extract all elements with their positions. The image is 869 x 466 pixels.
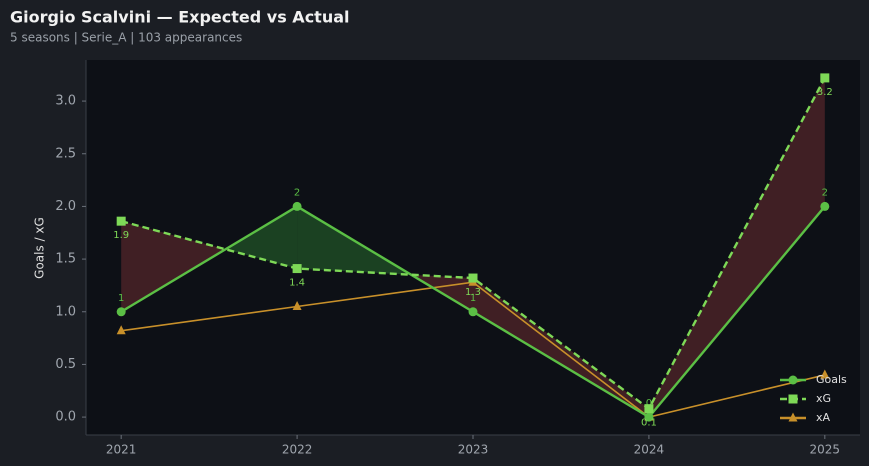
point	[116, 216, 126, 226]
y-tick-label: 2.0	[55, 199, 76, 214]
point	[116, 325, 126, 335]
legend-marker	[788, 375, 798, 385]
gap-fill	[473, 278, 649, 418]
data-label: 2	[822, 187, 828, 198]
data-label: 3.2	[817, 87, 833, 98]
x-tick-label: 2021	[106, 443, 137, 457]
legend-marker	[788, 412, 798, 422]
x-tick-label: 2023	[458, 443, 489, 457]
point	[468, 273, 478, 283]
legend-label: xA	[816, 411, 831, 424]
y-axis-label: Goals / xG	[33, 217, 47, 279]
point	[116, 307, 126, 317]
legend-label: xG	[816, 392, 831, 405]
point	[644, 404, 654, 414]
x-tick-label: 2024	[634, 443, 665, 457]
x-tick-label: 2022	[282, 443, 313, 457]
gap-fill	[121, 221, 226, 312]
y-tick-label: 1.5	[55, 252, 76, 267]
point	[820, 73, 830, 83]
x-tick-label: 2025	[810, 443, 841, 457]
data-label: 1	[118, 293, 124, 304]
legend-label: Goals	[816, 373, 847, 386]
data-label: 0	[646, 398, 652, 409]
data-label: 1.9	[113, 230, 129, 241]
data-label: 2	[294, 187, 300, 198]
y-tick-label: 0.0	[55, 410, 76, 425]
y-tick-label: 2.5	[55, 146, 76, 161]
data-label: 1.4	[289, 278, 305, 289]
point	[468, 307, 478, 317]
point	[820, 201, 830, 211]
point	[644, 412, 654, 422]
point	[292, 201, 302, 211]
data-label: 1	[470, 293, 476, 304]
legend-marker	[788, 394, 798, 404]
y-tick-label: 3.0	[55, 94, 76, 109]
data-label: 0.1	[641, 418, 657, 429]
chart-title: Giorgio Scalvini — Expected vs Actual	[10, 8, 350, 27]
y-tick-label: 0.5	[55, 357, 76, 372]
point	[292, 264, 302, 274]
y-tick-label: 1.0	[55, 304, 76, 319]
gap-fill	[648, 77, 825, 418]
point	[820, 369, 830, 379]
data-label: 1.3	[465, 287, 481, 298]
point	[292, 300, 302, 310]
chart-subtitle: 5 seasons | Serie_A | 103 appearances	[10, 31, 242, 45]
